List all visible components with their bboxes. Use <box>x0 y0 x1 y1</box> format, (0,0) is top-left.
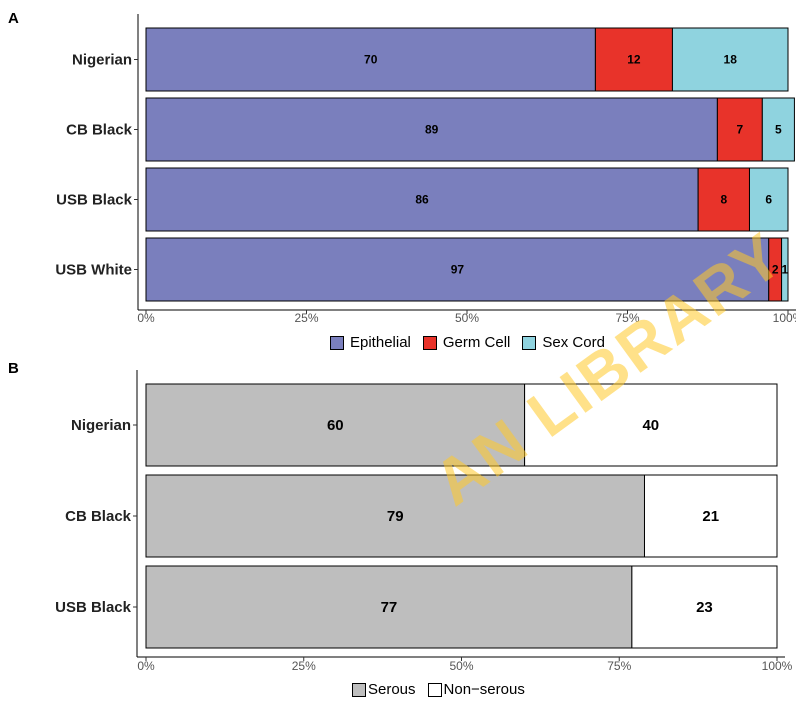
panel-b-data-label: 21 <box>702 508 719 525</box>
panel-b-bar-non-serous <box>524 383 778 467</box>
panel-b-x-tick-label: 75% <box>607 659 631 673</box>
panel-a-data-label: 12 <box>627 53 641 67</box>
panel-b-category-label-usb-black: USB Black <box>55 599 132 616</box>
panel-a-category-label-nigerian: Nigerian <box>72 52 132 69</box>
panel-b-label: B <box>8 360 19 377</box>
legend-label-non-serous: Non−serous <box>443 681 525 698</box>
panel-a-data-label: 7 <box>737 123 744 137</box>
panel-b-category-label-nigerian: Nigerian <box>71 417 131 434</box>
panel-b-data-label: 79 <box>387 508 404 525</box>
legend-swatch-epithelial <box>330 335 344 350</box>
panel-a-bar-sex-cord <box>761 97 795 162</box>
legend-item-sex-cord: Sex Cord <box>522 334 605 351</box>
panel-b-data-label: 77 <box>381 599 398 616</box>
panel-b-x-tick-label: 25% <box>292 659 316 673</box>
panel-a-category-label-usb-white: USB White <box>55 262 132 279</box>
legend-label-sex-cord: Sex Cord <box>542 334 605 351</box>
legend-swatch-serous <box>352 682 366 697</box>
panel-a-data-label: 5 <box>775 123 782 137</box>
legend-item-serous: Serous <box>352 681 416 698</box>
panel-b-data-label: 23 <box>696 599 713 616</box>
panel-a-bar-epithelial <box>145 237 770 302</box>
panel-b-data-label: 40 <box>642 417 659 434</box>
panel-a-bar-sex-cord <box>781 237 789 302</box>
panel-a-x-tick-label: 50% <box>455 311 479 325</box>
panel-b-category-label-cb-black: CB Black <box>65 508 132 525</box>
panel-a-bar-sex-cord <box>748 167 789 232</box>
panel-a-data-label: 1 <box>781 263 788 277</box>
panel-a-x-tick-label: 75% <box>615 311 639 325</box>
panel-b-bar-non-serous <box>643 474 778 558</box>
panel-b-x-tick-label: 100% <box>762 659 793 673</box>
legend-b: Serous Non−serous <box>352 681 537 698</box>
legend-swatch-germ-cell <box>422 335 437 350</box>
panel-b-x-tick-label: 0% <box>137 659 155 673</box>
panel-a-data-label: 8 <box>720 193 727 207</box>
panel-a-bar-epithelial <box>145 167 699 232</box>
panel-a-bar-germ-cell <box>697 167 750 232</box>
legend-a: Epithelial Germ Cell Sex Cord <box>330 334 617 351</box>
panel-b-bar-serous <box>145 474 645 558</box>
panel-a-category-label-cb-black: CB Black <box>66 122 133 139</box>
panel-b-data-label: 60 <box>327 417 344 434</box>
legend-swatch-sex-cord <box>522 335 537 350</box>
panel-b-bar-non-serous <box>631 565 778 649</box>
panel-a-data-label: 6 <box>765 193 772 207</box>
legend-item-germ-cell: Germ Cell <box>422 334 511 351</box>
panel-a-category-label-usb-black: USB Black <box>56 192 133 209</box>
legend-label-serous: Serous <box>368 681 416 698</box>
panel-a-data-label: 18 <box>724 53 738 67</box>
legend-label-germ-cell: Germ Cell <box>442 334 511 351</box>
panel-b-x-tick-label: 50% <box>449 659 473 673</box>
panel-a-data-label: 70 <box>364 53 378 67</box>
panel-a-data-label: 2 <box>772 263 779 277</box>
panel-a-data-label: 86 <box>415 193 429 207</box>
panel-a-x-tick-label: 100% <box>773 311 796 325</box>
panel-a-x-tick-label: 25% <box>294 311 318 325</box>
panel-a-bar-sex-cord <box>671 27 789 92</box>
panel-b-bar-serous <box>145 383 526 467</box>
legend-item-non-serous: Non−serous <box>427 681 525 698</box>
panel-b-bar-serous <box>145 565 633 649</box>
legend-swatch-non-serous <box>427 682 442 697</box>
legend-label-epithelial: Epithelial <box>350 334 411 351</box>
panel-a-bar-epithelial <box>145 27 596 92</box>
panel-a-data-label: 89 <box>425 123 439 137</box>
panel-a-bar-epithelial <box>145 97 718 162</box>
legend-item-epithelial: Epithelial <box>330 334 411 351</box>
panel-a-x-tick-label: 0% <box>137 311 155 325</box>
panel-a-data-label: 97 <box>451 263 465 277</box>
panel-a-label: A <box>8 10 19 27</box>
panel-a-bar-germ-cell <box>594 27 673 92</box>
panel-a-bar-germ-cell <box>716 97 763 162</box>
